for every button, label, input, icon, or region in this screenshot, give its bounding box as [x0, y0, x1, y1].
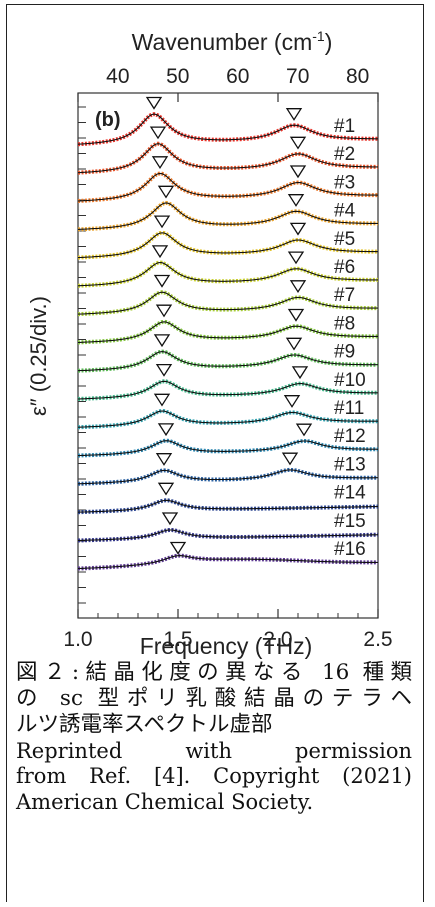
series-label-3: #3	[334, 172, 355, 193]
series-label-2: #2	[334, 144, 355, 165]
peak-marker	[151, 156, 169, 170]
spectrum-fit-9	[77, 351, 378, 372]
figure-frame	[6, 4, 424, 902]
peak-marker	[151, 245, 169, 259]
caption-line-3: ルツ誘電率スペクトル虚部	[16, 712, 273, 738]
peak-marker	[287, 308, 305, 322]
top-tick-label: 80	[346, 65, 369, 88]
x-tick-label: 2.0	[263, 628, 292, 651]
caption-credit-1: Reprinted with permission	[16, 738, 412, 763]
tick-marks	[77, 93, 379, 618]
peak-marker	[157, 423, 175, 437]
spectrum-fit-12	[77, 440, 379, 457]
spectrum-fit-3	[77, 172, 379, 202]
peak-marker	[289, 280, 307, 294]
peak-marker	[287, 194, 305, 207]
caption-line-2: の sc 型ポリ乳酸結晶のテラヘ	[16, 686, 412, 712]
peak-marker	[149, 126, 167, 140]
x-tick-label: 1.0	[63, 628, 92, 651]
series-label-8: #8	[334, 313, 355, 334]
panel-label: (b)	[95, 109, 121, 131]
peak-marker	[295, 423, 313, 437]
spectrum-fit-16	[77, 555, 378, 570]
series-labels: #1 #2 #3 #4 #5 #6 #7 #8 #9 #10 #11 #12 #13 #14 #15 #16	[334, 116, 366, 560]
peak-marker	[161, 512, 179, 526]
series-label-6: #6	[334, 257, 355, 278]
spectrum-fit-14	[77, 499, 379, 513]
caption-line-1: 図２:結晶化度の異なる 16 種類	[16, 660, 412, 685]
series-label-9: #9	[334, 342, 355, 363]
peak-marker	[155, 304, 173, 318]
spectra-chart: Wavenumber (cm-1) 40 50 60 70 80 (b) #1#2#3#…	[26, 28, 393, 659]
series-label-4: #4	[334, 201, 356, 222]
peak-marker	[283, 395, 301, 408]
peak-marker	[157, 185, 175, 199]
series-label-16: #16	[334, 539, 366, 560]
top-tick-labels: 40 50 60 70 80	[106, 65, 369, 88]
peak-marker	[155, 453, 173, 466]
peak-marker	[285, 337, 303, 351]
peak-marker	[153, 215, 171, 229]
peak-marker	[145, 96, 163, 110]
spectra-curves	[77, 112, 379, 571]
spectrum-data-6	[77, 260, 378, 288]
spectrum-fit-4	[77, 202, 378, 230]
spectrum-fit-7	[78, 291, 378, 315]
x-axis-title: Frequency (THz)	[140, 633, 313, 659]
y-axis-title: ε″ (0.25/div.)	[26, 296, 51, 416]
top-axis-title: Wavenumber (cm-1)	[132, 28, 333, 55]
peak-marker	[153, 274, 171, 288]
series-label-12: #12	[334, 426, 366, 447]
spectrum-fit-8	[77, 321, 378, 344]
top-tick-label: 50	[166, 65, 189, 88]
spectrum-fit-2	[77, 143, 378, 174]
figure-caption: 図２:結晶化度の異なる 16 種類 の sc 型ポリ乳酸結晶のテラヘ ルツ誘電率…	[16, 660, 412, 815]
x-tick-label: 1.5	[163, 628, 192, 651]
peak-marker	[157, 482, 175, 496]
series-label-13: #13	[334, 454, 366, 475]
series-label-11: #11	[334, 398, 364, 419]
series-label-14: #14	[334, 483, 366, 504]
spectrum-fit-10	[77, 380, 378, 400]
spectrum-fit-1	[77, 113, 378, 145]
series-label-10: #10	[334, 370, 366, 391]
peak-markers	[145, 96, 313, 555]
spectrum-data-3	[77, 171, 379, 203]
peak-marker	[169, 541, 187, 555]
series-label-1: #1	[334, 116, 355, 137]
peak-marker	[289, 222, 307, 236]
x-tick-label: 2.5	[363, 628, 392, 651]
spectrum-fit-15	[77, 529, 379, 542]
caption-credit-3: American Chemical Society.	[16, 789, 314, 814]
series-label-7: #7	[334, 285, 355, 306]
peak-marker	[287, 251, 305, 265]
top-tick-label: 40	[106, 65, 129, 88]
spectrum-fit-5	[77, 232, 379, 259]
series-label-5: #5	[334, 229, 355, 250]
spectrum-fit-13	[77, 469, 378, 485]
peak-marker	[285, 108, 303, 121]
peak-marker	[289, 165, 307, 179]
top-tick-label: 60	[226, 65, 249, 88]
spectrum-fit-6	[77, 261, 378, 287]
spectrum-fit-11	[78, 410, 378, 428]
peak-marker	[281, 452, 299, 466]
peak-marker	[155, 363, 173, 377]
caption-credit-2: from Ref. [4]. Copyright (2021)	[16, 764, 412, 789]
peak-marker	[291, 366, 309, 380]
peak-marker	[289, 136, 307, 150]
bottom-tick-labels: 1.0 1.5 2.0 2.5	[63, 628, 392, 651]
peak-marker	[153, 334, 171, 348]
series-label-15: #15	[334, 511, 366, 532]
top-tick-label: 70	[286, 65, 309, 88]
peak-marker	[153, 393, 171, 407]
